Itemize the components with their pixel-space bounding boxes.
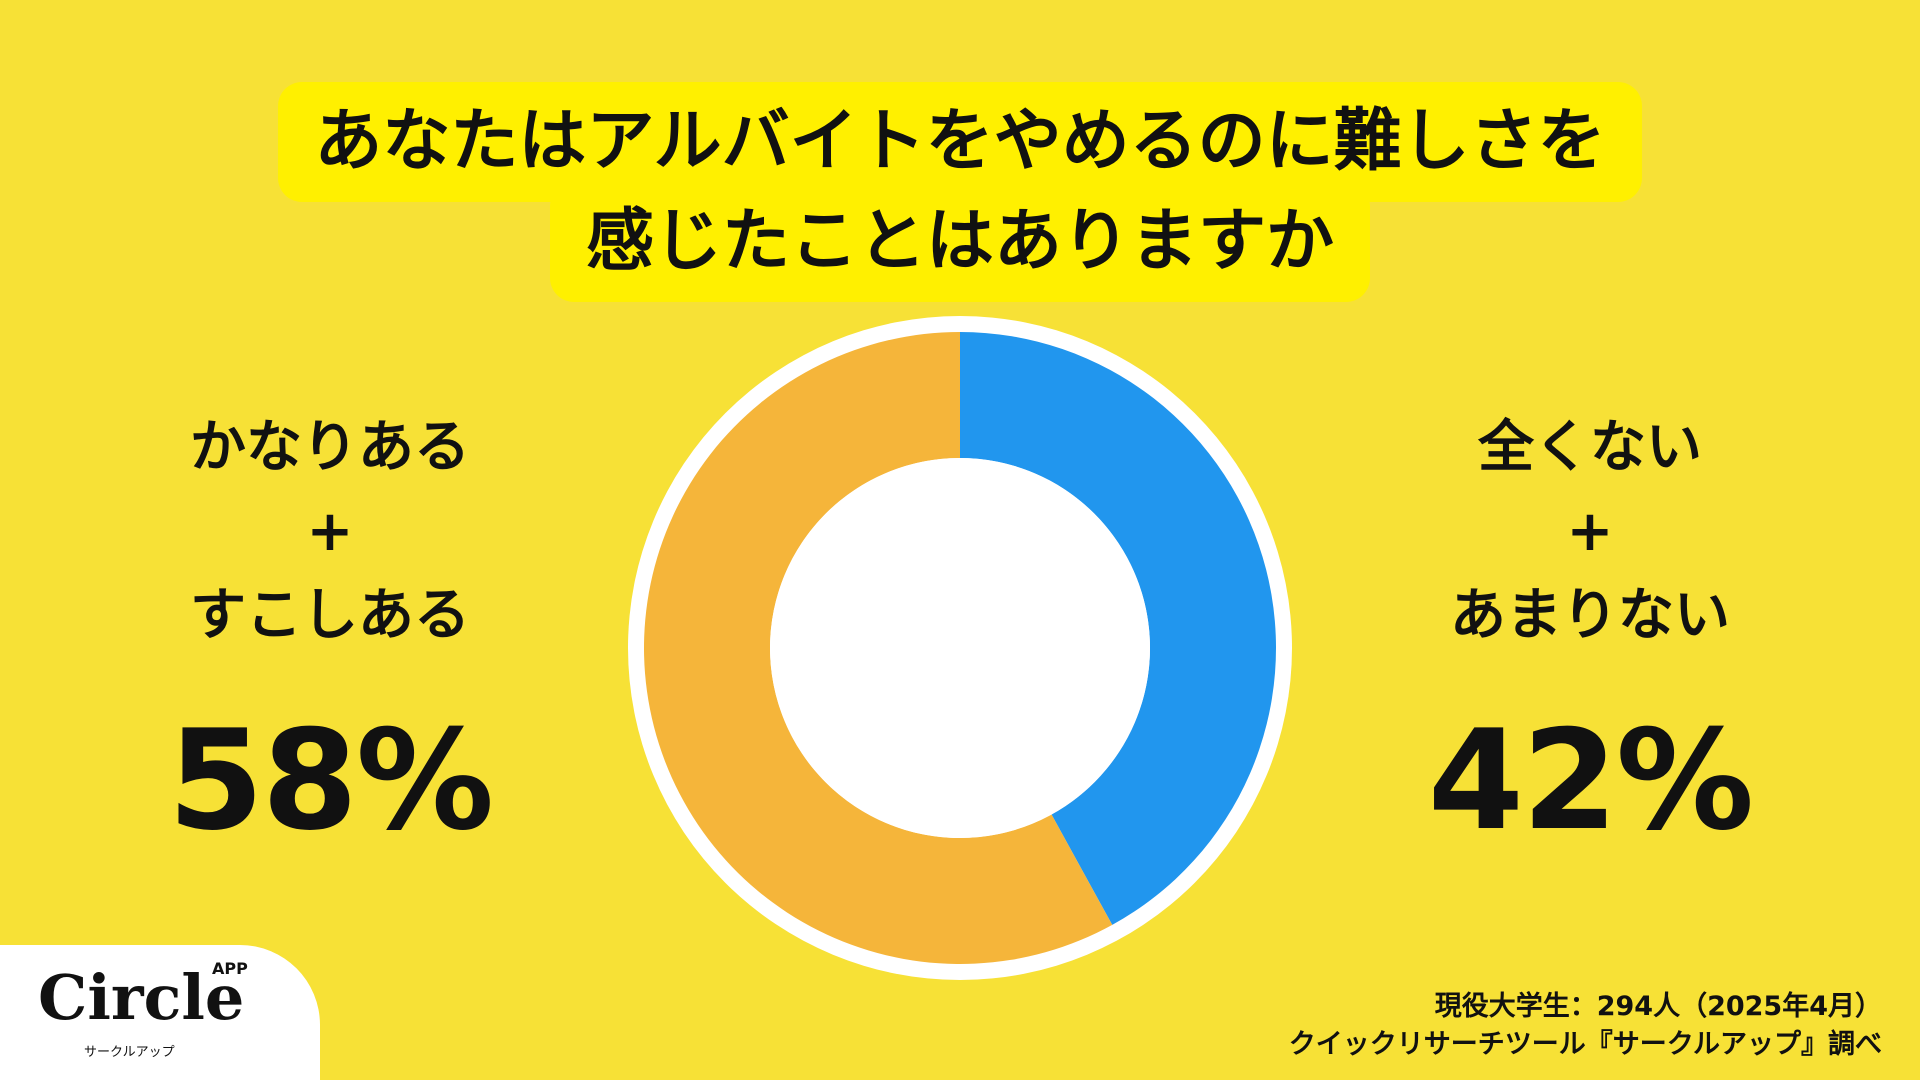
logo-app: APP — [212, 959, 248, 978]
left-percent: 58% — [167, 700, 494, 861]
source-line-1: 現役大学生：294人（2025年4月） — [1434, 991, 1882, 1022]
left-label-line2: すこしある — [190, 583, 470, 648]
donut-slice-1 — [643, 332, 1113, 964]
right-label-line2: あまりない — [1450, 583, 1730, 648]
right-label-group: 全くない + あまりない 42% — [1330, 420, 1850, 850]
logo-sub: サークルアップ — [84, 1045, 175, 1060]
title-line-2: 感じたことはありますか — [549, 182, 1370, 302]
donut-slice-0 — [960, 332, 1276, 925]
right-percent: 42% — [1427, 700, 1754, 861]
source-line-2: クイックリサーチツール『サークルアップ』調べ — [1288, 1029, 1882, 1060]
circle-app-logo: Circle APP サークルアップ — [0, 945, 320, 1080]
logo-name: Circle — [38, 961, 245, 1034]
right-label-line1: 全くない — [1478, 415, 1702, 480]
title-line-1: あなたはアルバイトをやめるのに難しさを — [278, 82, 1642, 202]
donut-hole — [770, 458, 1150, 838]
left-label-line1: かなりある — [190, 415, 470, 480]
source-note: 現役大学生：294人（2025年4月） クイックリサーチツール『サークルアップ』… — [1289, 988, 1882, 1064]
right-plus: + — [1566, 499, 1614, 564]
left-label-group: かなりある + すこしある 58% — [70, 420, 590, 850]
title: あなたはアルバイトをやめるのに難しさを 感じたことはありますか — [0, 0, 1920, 302]
left-plus: + — [306, 499, 354, 564]
